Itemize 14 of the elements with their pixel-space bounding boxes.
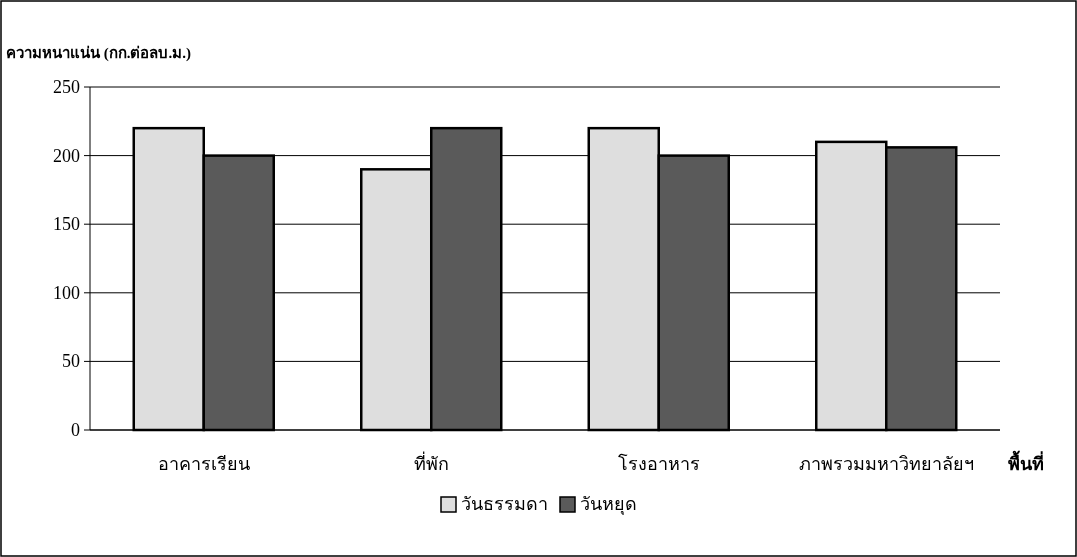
y-axis-title: ความหนาแน่น (กก.ต่อลบ.ม.)	[6, 45, 191, 62]
y-tick-label: 150	[53, 214, 80, 235]
x-tick-label: โรงอาหาร	[617, 453, 700, 474]
x-tick-label: ภาพรวมมหาวิทยาลัยฯ	[798, 454, 974, 474]
x-axis-title: พื้นที่	[1008, 450, 1044, 474]
x-tick-label: อาคารเรียน	[157, 454, 250, 474]
legend-label: วันหยุด	[580, 494, 637, 515]
y-tick-label: 250	[53, 77, 80, 97]
y-tick-label: 200	[53, 145, 80, 166]
y-tick-label: 50	[62, 351, 80, 372]
y-tick-label: 100	[53, 282, 80, 303]
legend-label: วันธรรมดา	[461, 494, 548, 514]
y-tick-label: 0	[71, 420, 80, 440]
x-tick-label: ที่พัก	[413, 451, 449, 474]
